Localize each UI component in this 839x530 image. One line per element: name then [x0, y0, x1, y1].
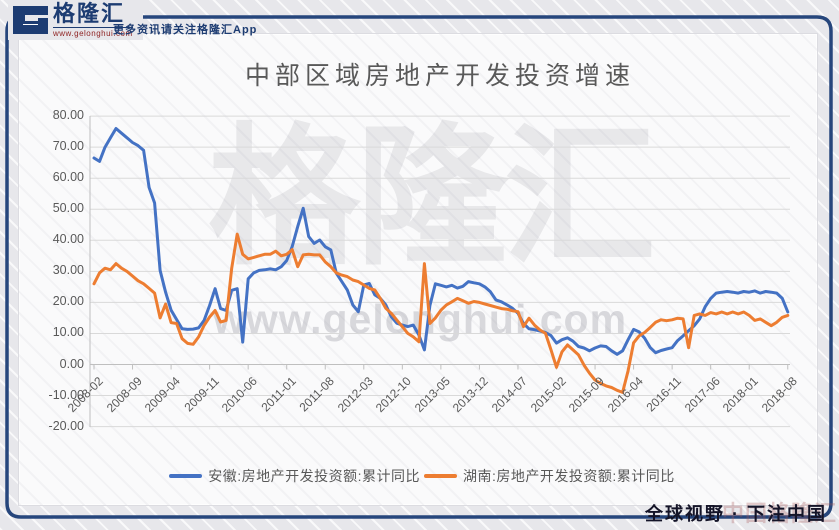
gelonghui-logo: 格隆汇 www.gelonghui.com [8, 0, 143, 40]
watermark-text: 格隆汇 [208, 109, 656, 286]
y-tick-label: 0.00 [59, 356, 84, 371]
legend-item: 安徽:房地产开发投资额:累计同比 [169, 466, 420, 486]
y-tick-label: 10.00 [52, 325, 84, 340]
logo-url: www.gelonghui.com [53, 27, 133, 38]
footer-slogan: 全球视野 · 下注中国 [645, 504, 827, 524]
legend-label: 湖南:房地产开发投资额:累计同比 [463, 468, 675, 484]
chart-legend: 安徽:房地产开发投资额:累计同比 湖南:房地产开发投资额:累计同比 [60, 466, 784, 486]
legend-item: 湖南:房地产开发投资额:累计同比 [424, 466, 675, 486]
y-tick-label: -10.00 [48, 387, 84, 402]
chart-title: 中部区域房地产开发投资增速 [244, 62, 635, 90]
y-tick-label: 30.00 [52, 263, 84, 278]
y-tick-label: 50.00 [52, 201, 84, 216]
legend-swatch [424, 474, 457, 478]
legend-swatch [169, 474, 203, 478]
series-line-湖南:房地产开发投资额:累计同比 [92, 232, 790, 394]
y-tick-label: 20.00 [52, 294, 84, 309]
corner-stamp: 中国格隆汇 [721, 501, 837, 526]
header-tagline: 更多资讯请关注格隆汇App [113, 24, 258, 36]
series-line-安徽:房地产开发投资额:累计同比 [92, 127, 790, 356]
logo-text: 格隆汇 [53, 2, 126, 27]
y-tick-label: 40.00 [52, 232, 84, 247]
legend-label: 安徽:房地产开发投资额:累计同比 [208, 468, 420, 484]
y-tick-label: 70.00 [52, 139, 84, 154]
y-tick-label: 60.00 [52, 170, 84, 185]
logo-g-icon [13, 6, 48, 34]
y-tick-label: -20.00 [48, 418, 84, 433]
y-tick-label: 80.00 [52, 108, 84, 123]
